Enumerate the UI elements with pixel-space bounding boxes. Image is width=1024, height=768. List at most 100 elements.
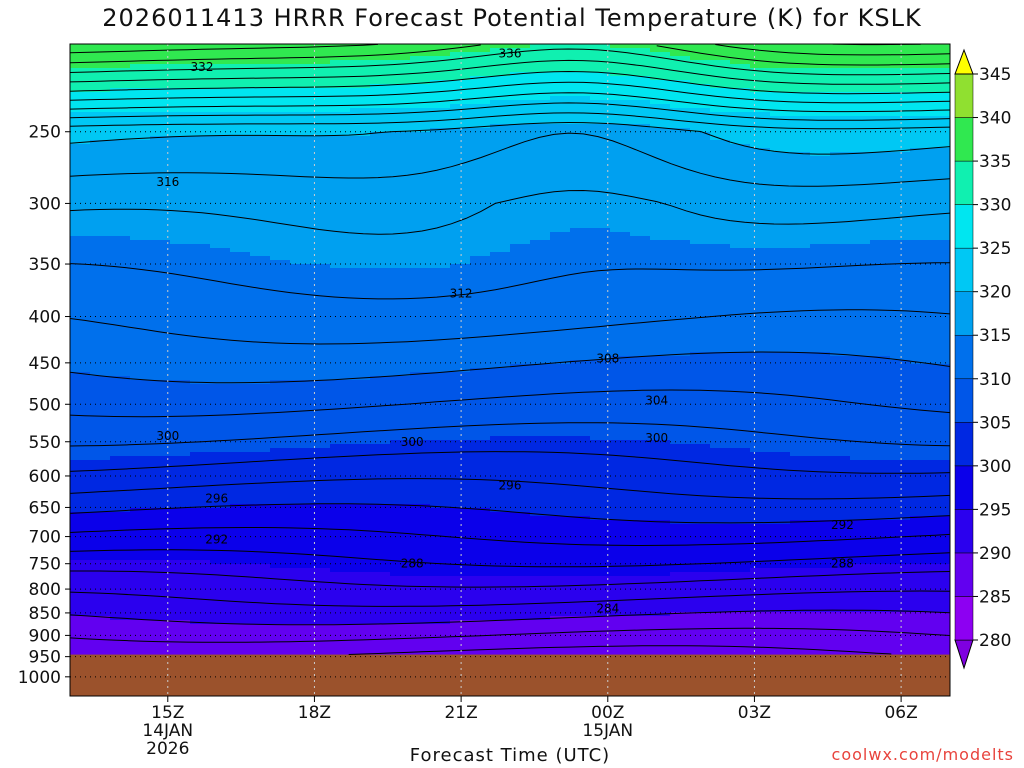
band-cell bbox=[110, 224, 131, 229]
band-cell bbox=[850, 88, 871, 93]
band-cell bbox=[510, 428, 531, 433]
band-cell bbox=[270, 224, 291, 229]
band-cell bbox=[450, 444, 471, 449]
band-cell bbox=[130, 372, 151, 377]
band-cell bbox=[870, 168, 891, 173]
band-cell bbox=[890, 88, 911, 93]
band-cell bbox=[270, 84, 291, 89]
band-cell bbox=[70, 176, 91, 181]
band-cell bbox=[510, 96, 531, 101]
band-cell bbox=[610, 104, 631, 109]
band-cell bbox=[630, 256, 651, 261]
band-cell bbox=[510, 248, 531, 253]
band-cell bbox=[650, 268, 671, 273]
band-cell bbox=[570, 412, 591, 417]
band-cell bbox=[290, 284, 311, 289]
band-cell bbox=[450, 392, 471, 397]
band-cell bbox=[630, 204, 651, 209]
band-cell bbox=[850, 156, 871, 161]
band-cell bbox=[810, 172, 831, 177]
band-cell bbox=[410, 468, 431, 473]
band-cell bbox=[850, 352, 871, 357]
band-cell bbox=[490, 184, 511, 189]
band-cell bbox=[350, 388, 371, 393]
band-cell bbox=[130, 484, 151, 489]
band-cell bbox=[310, 240, 331, 245]
band-cell bbox=[890, 216, 911, 221]
band-cell bbox=[350, 272, 371, 277]
band-cell bbox=[190, 324, 211, 329]
band-cell bbox=[170, 484, 191, 489]
band-cell bbox=[830, 184, 851, 189]
band-cell bbox=[510, 56, 531, 61]
band-cell bbox=[330, 420, 351, 425]
band-cell bbox=[90, 84, 111, 89]
band-cell bbox=[370, 224, 391, 229]
band-cell bbox=[370, 164, 391, 169]
band-cell bbox=[210, 332, 231, 337]
band-cell bbox=[490, 216, 511, 221]
band-cell bbox=[510, 48, 531, 53]
band-cell bbox=[730, 476, 751, 481]
band-cell bbox=[810, 64, 831, 69]
band-cell bbox=[370, 208, 391, 213]
band-cell bbox=[430, 144, 451, 149]
band-cell bbox=[750, 252, 771, 257]
band-cell bbox=[90, 152, 111, 157]
band-cell bbox=[530, 56, 551, 61]
band-cell bbox=[110, 104, 131, 109]
band-cell bbox=[290, 172, 311, 177]
band-cell bbox=[790, 408, 811, 413]
band-cell bbox=[550, 112, 571, 117]
band-cell bbox=[650, 356, 671, 361]
band-cell bbox=[390, 436, 411, 441]
band-cell bbox=[630, 344, 651, 349]
band-cell bbox=[730, 420, 751, 425]
band-cell bbox=[610, 288, 631, 293]
band-cell bbox=[310, 476, 331, 481]
band-cell bbox=[110, 324, 131, 329]
band-cell bbox=[550, 396, 571, 401]
band-cell bbox=[230, 276, 251, 281]
band-cell bbox=[130, 404, 151, 409]
band-cell bbox=[630, 484, 651, 489]
band-cell bbox=[690, 144, 711, 149]
band-cell bbox=[830, 472, 851, 477]
band-cell bbox=[550, 332, 571, 337]
band-cell bbox=[870, 44, 891, 49]
band-cell bbox=[90, 192, 111, 197]
band-cell bbox=[510, 280, 531, 285]
band-cell bbox=[790, 296, 811, 301]
band-cell bbox=[910, 128, 931, 133]
band-cell bbox=[210, 236, 231, 241]
band-cell bbox=[930, 44, 950, 49]
band-cell bbox=[550, 224, 571, 229]
band-cell bbox=[330, 356, 351, 361]
band-cell bbox=[170, 228, 191, 233]
band-cell bbox=[510, 400, 531, 405]
band-cell bbox=[770, 292, 791, 297]
band-cell bbox=[710, 160, 731, 165]
band-cell bbox=[630, 248, 651, 253]
band-cell bbox=[850, 276, 871, 281]
band-cell bbox=[630, 60, 651, 65]
band-cell bbox=[790, 284, 811, 289]
band-cell bbox=[490, 56, 511, 61]
band-cell bbox=[510, 52, 531, 57]
band-cell bbox=[110, 276, 131, 281]
band-cell bbox=[590, 152, 611, 157]
band-cell bbox=[550, 472, 571, 477]
band-cell bbox=[250, 448, 271, 453]
band-cell bbox=[750, 380, 771, 385]
band-cell bbox=[830, 372, 851, 377]
band-cell bbox=[650, 88, 671, 93]
band-cell bbox=[310, 108, 331, 113]
band-cell bbox=[430, 172, 451, 177]
band-cell bbox=[930, 84, 950, 89]
band-cell bbox=[350, 152, 371, 157]
band-cell bbox=[370, 152, 391, 157]
band-cell bbox=[510, 460, 531, 465]
band-cell bbox=[610, 76, 631, 81]
band-cell bbox=[790, 388, 811, 393]
band-cell bbox=[650, 104, 671, 109]
